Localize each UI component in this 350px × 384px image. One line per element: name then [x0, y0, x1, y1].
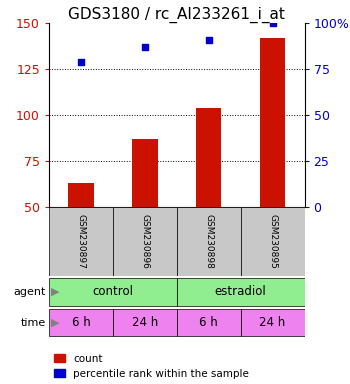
- Bar: [113, 309, 177, 336]
- Bar: [49, 278, 177, 306]
- Bar: [196, 108, 222, 207]
- Text: control: control: [92, 285, 133, 298]
- Text: GSM230897: GSM230897: [76, 215, 85, 269]
- Bar: [177, 309, 241, 336]
- Text: 24 h: 24 h: [259, 316, 286, 329]
- Bar: [177, 278, 304, 306]
- Legend: count, percentile rank within the sample: count, percentile rank within the sample: [54, 354, 249, 379]
- Text: 6 h: 6 h: [71, 316, 90, 329]
- Point: [206, 36, 211, 43]
- Bar: [68, 184, 94, 207]
- Text: 24 h: 24 h: [132, 316, 158, 329]
- Text: 6 h: 6 h: [199, 316, 218, 329]
- Bar: [241, 309, 304, 336]
- Bar: [49, 309, 113, 336]
- Point: [142, 44, 148, 50]
- Point: [78, 59, 84, 65]
- Title: GDS3180 / rc_AI233261_i_at: GDS3180 / rc_AI233261_i_at: [68, 7, 285, 23]
- Text: GSM230895: GSM230895: [268, 215, 277, 269]
- Text: time: time: [20, 318, 46, 328]
- Bar: [241, 207, 304, 276]
- Text: GSM230896: GSM230896: [140, 215, 149, 269]
- Text: GSM230898: GSM230898: [204, 215, 213, 269]
- Bar: [132, 139, 158, 207]
- Bar: [177, 207, 241, 276]
- Point: [270, 20, 275, 26]
- Text: ▶: ▶: [51, 318, 59, 328]
- Bar: [49, 207, 113, 276]
- Text: estradiol: estradiol: [215, 285, 266, 298]
- Bar: [260, 38, 285, 207]
- Bar: [113, 207, 177, 276]
- Text: ▶: ▶: [51, 287, 59, 297]
- Text: agent: agent: [13, 287, 46, 297]
